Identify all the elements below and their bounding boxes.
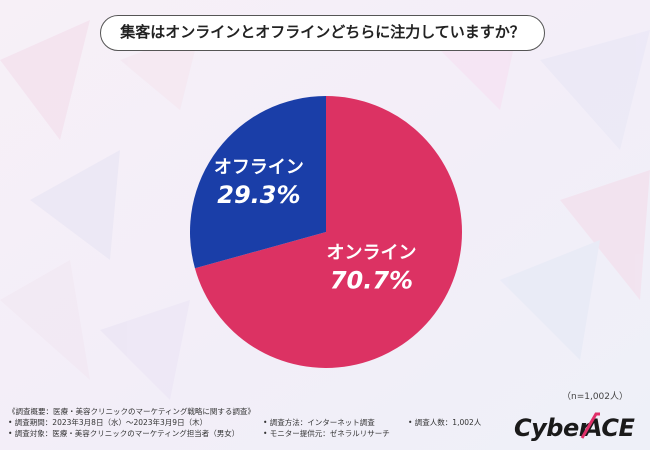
svg-text:Cyber: Cyber [514, 414, 593, 442]
pie-slice-offline [190, 96, 326, 269]
pie-slice-online [194, 96, 462, 369]
slice-value-offline: 29.3% [217, 181, 300, 209]
survey-method: • 調査方法：インターネット調査 [263, 418, 375, 427]
survey-title: 《調査概要：医療・美容クリニックのマーケティング戦略に関する調査》 [8, 407, 255, 416]
slice-label-online: オンライン [326, 243, 416, 264]
survey-footer: 《調査概要：医療・美容クリニックのマーケティング戦略に関する調査》 • 調査期間… [8, 406, 508, 448]
survey-subject: • 調査対象：医療・美容クリニックのマーケティング担当者（男女） [8, 429, 240, 438]
svg-text:ACE: ACE [582, 414, 635, 442]
survey-count: • 調査人数：1,002人 [408, 418, 482, 427]
slice-label-offline: オフライン [214, 157, 304, 178]
slice-value-online: 70.7% [330, 267, 413, 295]
sample-size-label: （n=1,002人） [561, 392, 628, 402]
cyberace-logo: Cyber ACE [514, 412, 636, 442]
survey-provider: • モニター提供元：ゼネラルリサーチ [263, 429, 390, 438]
question-title: 集客はオンラインとオフラインどちらに注力していますか？ [100, 15, 545, 51]
survey-period: • 調査期間：2023年3月8日（水）～2023年3月9日（木） [8, 418, 208, 427]
